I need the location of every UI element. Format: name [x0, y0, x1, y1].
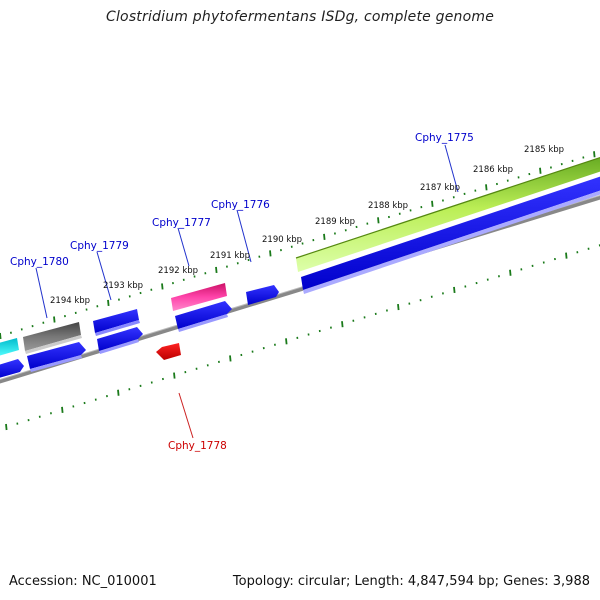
major-tick — [215, 266, 218, 273]
scale-label: 2185 kbp — [524, 145, 564, 155]
major-tick — [593, 151, 596, 158]
feature-cphy-1780[interactable] — [23, 322, 82, 354]
label-connectors — [35, 144, 459, 439]
major-tick — [377, 217, 380, 224]
major-tick — [323, 233, 326, 240]
major-tick — [107, 299, 110, 307]
map-title: Clostridium phytofermentans ISDg, comple… — [105, 9, 495, 25]
major-tick — [341, 321, 344, 328]
major-tick — [269, 250, 272, 257]
feature-cphy-1775[interactable] — [295, 156, 600, 272]
feature-cphy-1778[interactable] — [156, 343, 181, 360]
major-tick — [453, 286, 456, 294]
major-tick — [285, 338, 288, 345]
gene-label-cphy-1780[interactable]: Cphy_1780 — [10, 256, 69, 268]
major-tick — [0, 332, 2, 340]
scale-label: 2192 kbp — [158, 266, 198, 276]
major-tick — [53, 316, 56, 323]
feature-blue-lane-2[interactable] — [0, 175, 600, 379]
major-tick — [539, 167, 542, 174]
scale-label: 2191 kbp — [210, 251, 250, 261]
scale-label: 2188 kbp — [368, 201, 408, 211]
gene-label-cphy-1776[interactable]: Cphy_1776 — [211, 199, 270, 211]
gene-label-cphy-1777[interactable]: Cphy_1777 — [152, 217, 211, 229]
major-tick — [5, 423, 8, 431]
accession-text: Accession: NC_010001 — [9, 574, 157, 589]
scale-label: 2190 kbp — [262, 235, 302, 245]
gene-label-cphy-1775[interactable]: Cphy_1775 — [415, 132, 474, 144]
major-tick — [397, 303, 400, 311]
major-tick — [229, 355, 232, 362]
major-tick — [173, 372, 176, 379]
major-tick — [565, 252, 568, 259]
gene-label-cphy-1778[interactable]: Cphy_1778 — [168, 440, 227, 452]
gene-label-cphy-1779[interactable]: Cphy_1779 — [70, 240, 129, 252]
major-tick — [61, 406, 64, 413]
scale-label: 2194 kbp — [50, 296, 90, 306]
topology-text: Topology: circular; Length: 4,847,594 bp… — [232, 574, 590, 589]
feature-cphy-1776[interactable] — [246, 285, 279, 305]
inner-tick-track — [5, 244, 600, 431]
feature-cphy-1779[interactable] — [93, 309, 140, 336]
scale-label: 2189 kbp — [315, 217, 355, 227]
major-tick — [161, 283, 164, 290]
scale-label: 2186 kbp — [473, 165, 513, 175]
feature-cphy-1777[interactable] — [171, 283, 227, 311]
major-tick — [117, 389, 120, 396]
scale-label: 2187 kbp — [420, 183, 460, 193]
scale-labels: 2185 kbp 2186 kbp 2187 kbp 2188 kbp 2189 kbp… — [50, 145, 564, 306]
genome-backbone — [0, 195, 600, 384]
scale-label: 2193 kbp — [103, 281, 143, 291]
major-tick — [509, 269, 512, 276]
major-tick — [431, 200, 434, 207]
outer-tick-track — [0, 151, 596, 340]
feature-cyan[interactable] — [0, 338, 19, 357]
major-tick — [485, 184, 488, 191]
